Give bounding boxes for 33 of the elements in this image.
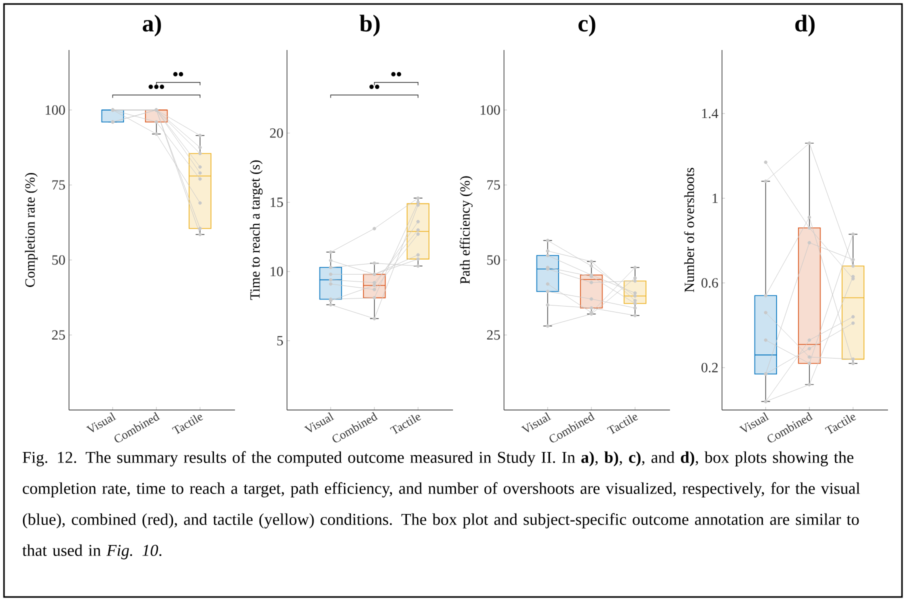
annotation: •• (391, 72, 402, 76)
x-tick-label: Tactile (390, 414, 422, 434)
text: Fig. 12. The summary results of the computed outcome measured in Study II. In a), b), c), and d), box plots showing the completion rate, time to reach a target, path efficiency, and number of overshoots are visualized, respectively, for the visual (blue), combined (red), and tactile (yellow) conditions. The box plot and subject-specific outcome annotation are similar to that used in Fig. 10. (22, 451, 860, 560)
y-axis-title: Completion rate (%) (24, 173, 38, 287)
y-tick-label: 1.4 (702, 108, 718, 118)
y-axis-title: Path efficiency (%) (460, 176, 473, 284)
y-tick-label: 1 (712, 194, 718, 203)
y-tick-label: 50 (487, 255, 500, 265)
y-tick-label: 0.6 (702, 278, 718, 288)
y-tick-label: 10 (270, 266, 283, 276)
chart-title: a) (142, 14, 161, 36)
y-axis-title: Time to reach a target (s) (250, 160, 263, 300)
annotation: •• (173, 72, 184, 76)
y-tick-label: 75 (52, 180, 65, 190)
y-tick-label: 25 (52, 330, 65, 340)
annotation: •• (369, 84, 380, 89)
y-tick-label: 0.2 (702, 362, 718, 372)
x-tick-label: Tactile (606, 414, 638, 434)
x-tick-label: Tactile (824, 414, 856, 434)
y-tick-label: 50 (52, 255, 65, 265)
chart-title: b) (360, 14, 380, 36)
y-tick-label: 100 (46, 105, 65, 115)
y-tick-label: 75 (487, 180, 500, 190)
annotation: ••• (148, 84, 164, 89)
y-tick-label: 15 (270, 198, 283, 207)
y-tick-label: 20 (270, 128, 283, 138)
y-tick-label: 5 (277, 336, 283, 346)
y-axis-title: Number of overshoots (684, 168, 694, 292)
x-tick-label: Tactile (172, 414, 204, 434)
y-tick-label: 100 (480, 105, 500, 115)
chart-title: c) (578, 14, 596, 36)
chart-title: d) (795, 14, 815, 36)
y-tick-label: 25 (487, 330, 500, 340)
